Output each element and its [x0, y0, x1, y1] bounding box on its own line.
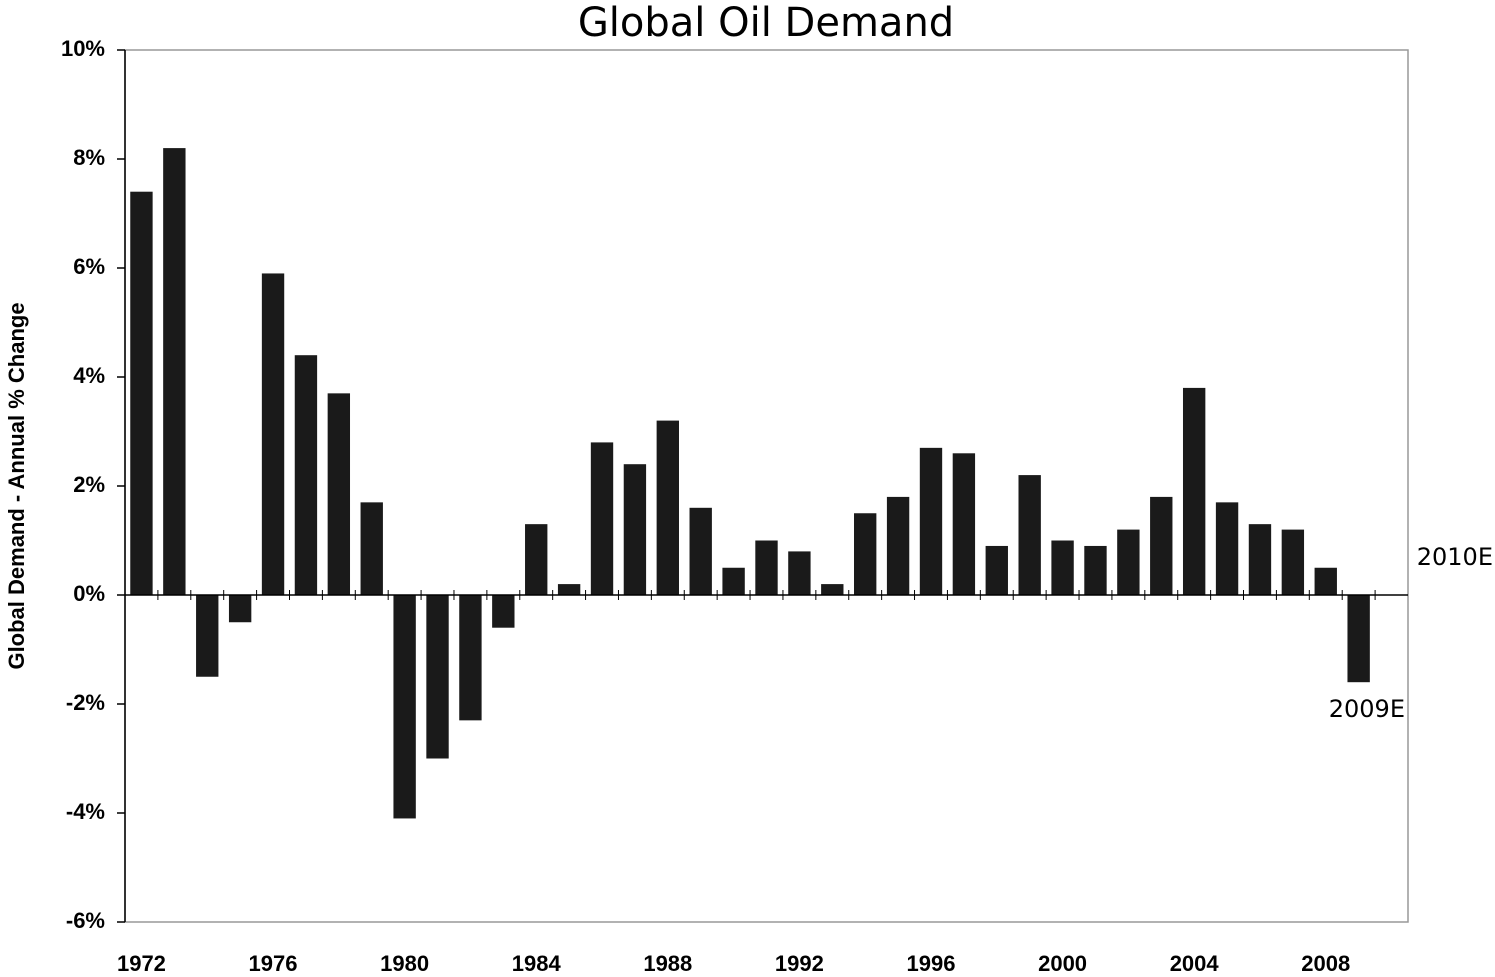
bar: [656, 420, 679, 595]
x-tick-label: 1992: [775, 951, 824, 976]
y-tick-label: 8%: [73, 145, 105, 170]
x-tick-label: 2000: [1038, 951, 1087, 976]
x-tick-label: 1996: [907, 951, 956, 976]
x-tick-label: 1984: [512, 951, 562, 976]
bar: [854, 513, 877, 595]
y-tick-label: 2%: [73, 472, 105, 497]
bar: [722, 567, 745, 595]
bar: [1281, 529, 1305, 595]
bar: [261, 273, 285, 595]
x-tick-label: 1976: [249, 951, 298, 976]
bar: [755, 540, 778, 595]
bar: [557, 584, 581, 595]
annotation: 2009E: [1329, 695, 1405, 723]
x-tick-label: 2008: [1301, 951, 1350, 976]
bar: [426, 595, 449, 759]
x-tick-label: 1980: [380, 951, 429, 976]
bar: [525, 524, 548, 595]
y-tick-label: 0%: [73, 581, 105, 606]
bar: [919, 447, 943, 595]
bar: [130, 191, 153, 595]
bar: [788, 551, 811, 595]
bar: [821, 584, 844, 595]
plot-frame: [124, 49, 1409, 923]
bar: [196, 595, 219, 677]
bar: [294, 355, 318, 595]
x-tick-label: 1972: [117, 951, 166, 976]
bar: [1182, 387, 1206, 595]
bar: [360, 502, 383, 595]
annotation: 2010E: [1417, 543, 1493, 571]
bar: [985, 545, 1008, 595]
bar: [1150, 496, 1173, 595]
bar: [1018, 475, 1041, 595]
bar: [886, 496, 910, 595]
bar: [952, 453, 976, 595]
y-tick-label: 10%: [61, 36, 105, 61]
bar: [228, 595, 252, 623]
y-axis-label: Global Demand - Annual % Change: [4, 302, 29, 669]
x-tick-label: 1988: [643, 951, 692, 976]
chart-title: Global Oil Demand: [578, 0, 954, 46]
y-tick-label: -4%: [66, 799, 105, 824]
y-tick-label: -2%: [66, 690, 105, 715]
y-tick-label: 4%: [73, 363, 105, 388]
bar: [1117, 529, 1140, 595]
bar: [163, 148, 186, 595]
bar: [1314, 567, 1337, 595]
bar: [459, 595, 482, 721]
bar: [623, 464, 647, 595]
bar: [1248, 524, 1272, 595]
bar: [393, 595, 416, 819]
bar: [590, 442, 614, 595]
bar: [327, 393, 351, 595]
bar: [1215, 502, 1239, 595]
x-tick-label: 2004: [1170, 951, 1220, 976]
bar: [689, 507, 712, 595]
bar: [1084, 545, 1107, 595]
y-tick-label: 6%: [73, 254, 105, 279]
bar: [492, 595, 515, 628]
bar: [1347, 595, 1370, 683]
y-tick-label: -6%: [66, 908, 105, 933]
bar: [1051, 540, 1074, 595]
